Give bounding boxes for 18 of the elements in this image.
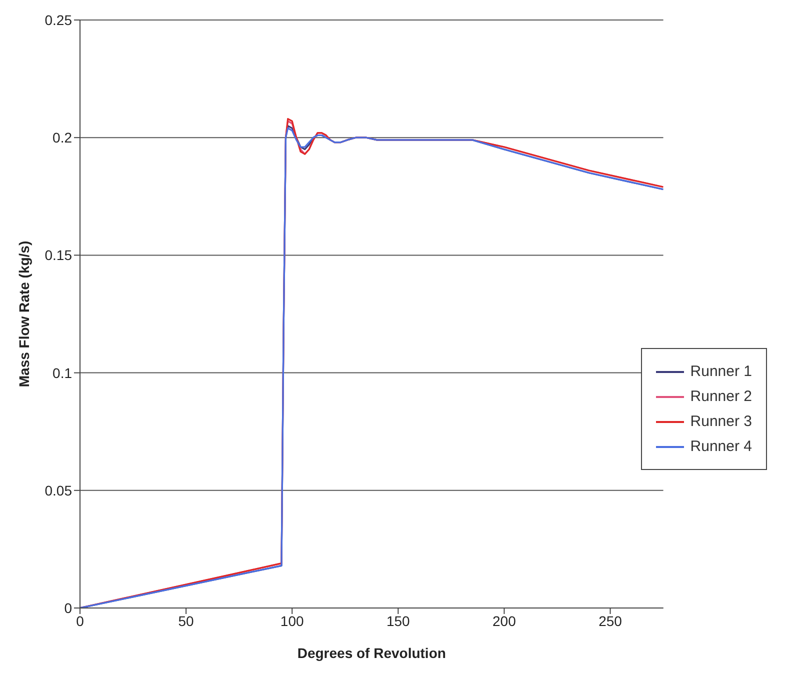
x-tick-label: 50 (178, 612, 194, 629)
legend-label: Runner 4 (690, 438, 752, 455)
legend-label: Runner 3 (690, 413, 752, 430)
y-axis-title: Mass Flow Rate (kg/s) (16, 240, 32, 388)
x-tick-label: 150 (386, 612, 410, 629)
x-tick-label: 100 (280, 612, 304, 629)
legend-label: Runner 1 (690, 363, 752, 380)
x-tick-label: 250 (598, 612, 622, 629)
legend-label: Runner 2 (690, 388, 752, 405)
y-tick-label: 0.15 (44, 247, 72, 264)
y-tick-label: 0.05 (44, 482, 72, 498)
x-axis-title: Degrees of Revolution (297, 645, 446, 661)
y-tick-label: 0.25 (44, 12, 72, 28)
x-tick-label: 200 (492, 612, 516, 629)
y-tick-label: 0 (64, 600, 72, 616)
x-tick-label: 0 (76, 612, 84, 629)
y-tick-label: 0.2 (52, 130, 72, 146)
y-tick-label: 0.1 (52, 364, 72, 381)
